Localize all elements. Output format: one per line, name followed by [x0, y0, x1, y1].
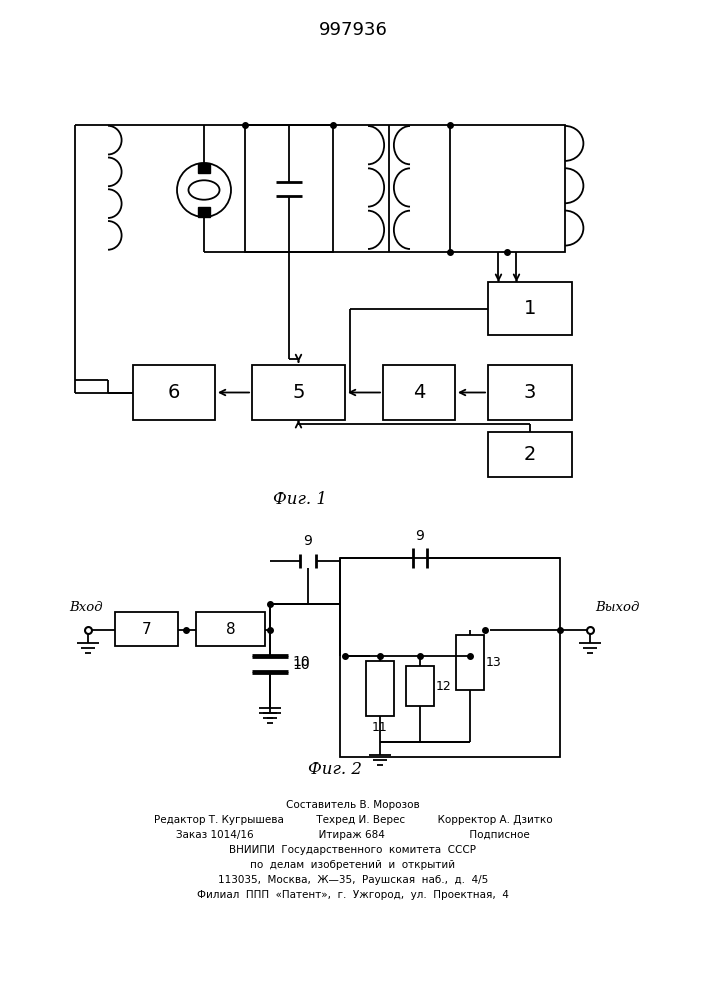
Text: по  делам  изобретений  и  открытий: по делам изобретений и открытий	[250, 860, 455, 870]
Text: 12: 12	[436, 680, 452, 692]
Text: Фиг. 2: Фиг. 2	[308, 762, 362, 778]
Text: 10: 10	[292, 656, 310, 670]
Bar	[456, 635, 484, 690]
Bar	[366, 661, 394, 716]
Text: 113035,  Москва,  Ж—35,  Раушская  наб.,  д.  4/5: 113035, Москва, Ж—35, Раушская наб., д. …	[218, 875, 488, 885]
Text: 997936: 997936	[319, 21, 387, 39]
Text: 11: 11	[372, 721, 388, 734]
Text: Вход: Вход	[69, 601, 103, 614]
Text: 13: 13	[486, 656, 502, 669]
Text: 8: 8	[226, 621, 235, 637]
Text: +: +	[378, 596, 390, 611]
Text: −: −	[378, 648, 390, 664]
Text: Заказ 1014/16                    Итираж 684                          Подписное: Заказ 1014/16 Итираж 684 Подписное	[176, 830, 530, 840]
Bar	[198, 207, 210, 217]
Bar	[198, 163, 210, 173]
Text: 6: 6	[168, 383, 180, 402]
Text: Редактор Т. Кугрышева          Техред И. Верес          Корректор А. Дзитко: Редактор Т. Кугрышева Техред И. Верес Ко…	[153, 815, 552, 825]
Text: 4: 4	[413, 383, 425, 402]
Text: ВНИИПИ  Государственного  комитета  СССР: ВНИИПИ Государственного комитета СССР	[230, 845, 477, 855]
Text: Фиг. 1: Фиг. 1	[273, 491, 327, 508]
Bar	[406, 666, 434, 706]
Bar	[252, 365, 345, 420]
Bar	[115, 612, 178, 646]
Text: 9: 9	[303, 534, 312, 548]
Text: 2: 2	[524, 445, 536, 464]
Bar	[340, 558, 560, 757]
Bar	[488, 282, 572, 335]
Bar	[383, 365, 455, 420]
Text: 1: 1	[524, 299, 536, 318]
Text: 3: 3	[524, 383, 536, 402]
Text: 10: 10	[292, 658, 310, 672]
Bar	[450, 125, 565, 252]
Bar	[196, 612, 265, 646]
Text: 5: 5	[292, 383, 305, 402]
Text: Выход: Выход	[595, 601, 639, 614]
Text: 14: 14	[416, 615, 434, 629]
Bar	[245, 125, 333, 252]
Bar	[488, 432, 572, 477]
Text: Составитель В. Морозов: Составитель В. Морозов	[286, 800, 420, 810]
Bar	[133, 365, 215, 420]
Text: 7: 7	[141, 621, 151, 637]
Text: Филиал  ППП  «Патент»,  г.  Ужгород,  ул.  Проектная,  4: Филиал ППП «Патент», г. Ужгород, ул. Про…	[197, 890, 509, 900]
Bar	[488, 365, 572, 420]
Text: 9: 9	[416, 529, 424, 543]
